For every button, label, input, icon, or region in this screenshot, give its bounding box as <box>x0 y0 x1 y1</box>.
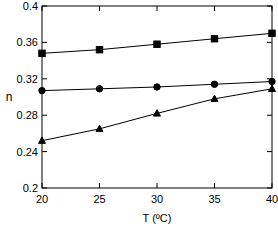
marker <box>211 36 217 42</box>
x-tick-label: 20 <box>36 193 48 205</box>
marker <box>96 46 102 52</box>
y-tick-label: 0.36 <box>17 36 38 48</box>
x-tick <box>272 6 273 11</box>
y-tick <box>42 42 47 43</box>
y-tick <box>42 151 47 152</box>
x-tick <box>272 183 273 188</box>
y-tick <box>267 151 272 152</box>
y-axis-label: n <box>6 90 13 104</box>
series-line <box>42 82 272 91</box>
x-tick <box>99 183 100 188</box>
marker <box>39 137 46 143</box>
y-tick <box>267 115 272 116</box>
x-tick <box>42 183 43 188</box>
y-tick <box>42 188 47 189</box>
x-tick-label: 30 <box>151 193 163 205</box>
plot-area <box>39 30 276 143</box>
marker <box>211 81 217 87</box>
y-tick <box>267 188 272 189</box>
y-tick <box>42 6 47 7</box>
marker <box>269 78 275 84</box>
x-tick-label: 25 <box>93 193 105 205</box>
chart-root: 20 25 30 35 40 0.2 0.24 0.28 0.32 0.36 0.4 T (ºC) n <box>0 0 278 232</box>
x-tick <box>214 6 215 11</box>
chart: 20 25 30 35 40 0.2 0.24 0.28 0.32 0.36 0.4 T (ºC) n <box>0 0 278 232</box>
x-tick <box>157 6 158 11</box>
y-tick <box>267 42 272 43</box>
y-tick-label: 0.4 <box>23 0 38 12</box>
marker <box>154 110 161 116</box>
marker <box>96 125 103 131</box>
y-tick <box>42 115 47 116</box>
x-tick-label: 35 <box>208 193 220 205</box>
x-tick <box>214 183 215 188</box>
series-line <box>42 33 272 53</box>
marker <box>96 86 102 92</box>
y-tick <box>267 6 272 7</box>
marker <box>269 85 276 91</box>
marker <box>154 41 160 47</box>
marker <box>211 95 218 101</box>
marker <box>154 84 160 90</box>
series-line <box>42 89 272 141</box>
x-tick-label: 40 <box>266 193 278 205</box>
x-tick <box>99 6 100 11</box>
y-tick-label: 0.2 <box>23 182 38 194</box>
x-axis-label: T (ºC) <box>143 212 172 224</box>
x-tick <box>42 6 43 11</box>
marker <box>269 30 275 36</box>
plot-frame <box>42 6 272 188</box>
y-tick-label: 0.24 <box>17 146 38 158</box>
y-tick-label: 0.28 <box>17 109 38 121</box>
marker <box>39 87 45 93</box>
marker <box>39 50 45 56</box>
y-tick-label: 0.32 <box>17 73 38 85</box>
y-tick <box>42 78 47 79</box>
x-tick <box>157 183 158 188</box>
